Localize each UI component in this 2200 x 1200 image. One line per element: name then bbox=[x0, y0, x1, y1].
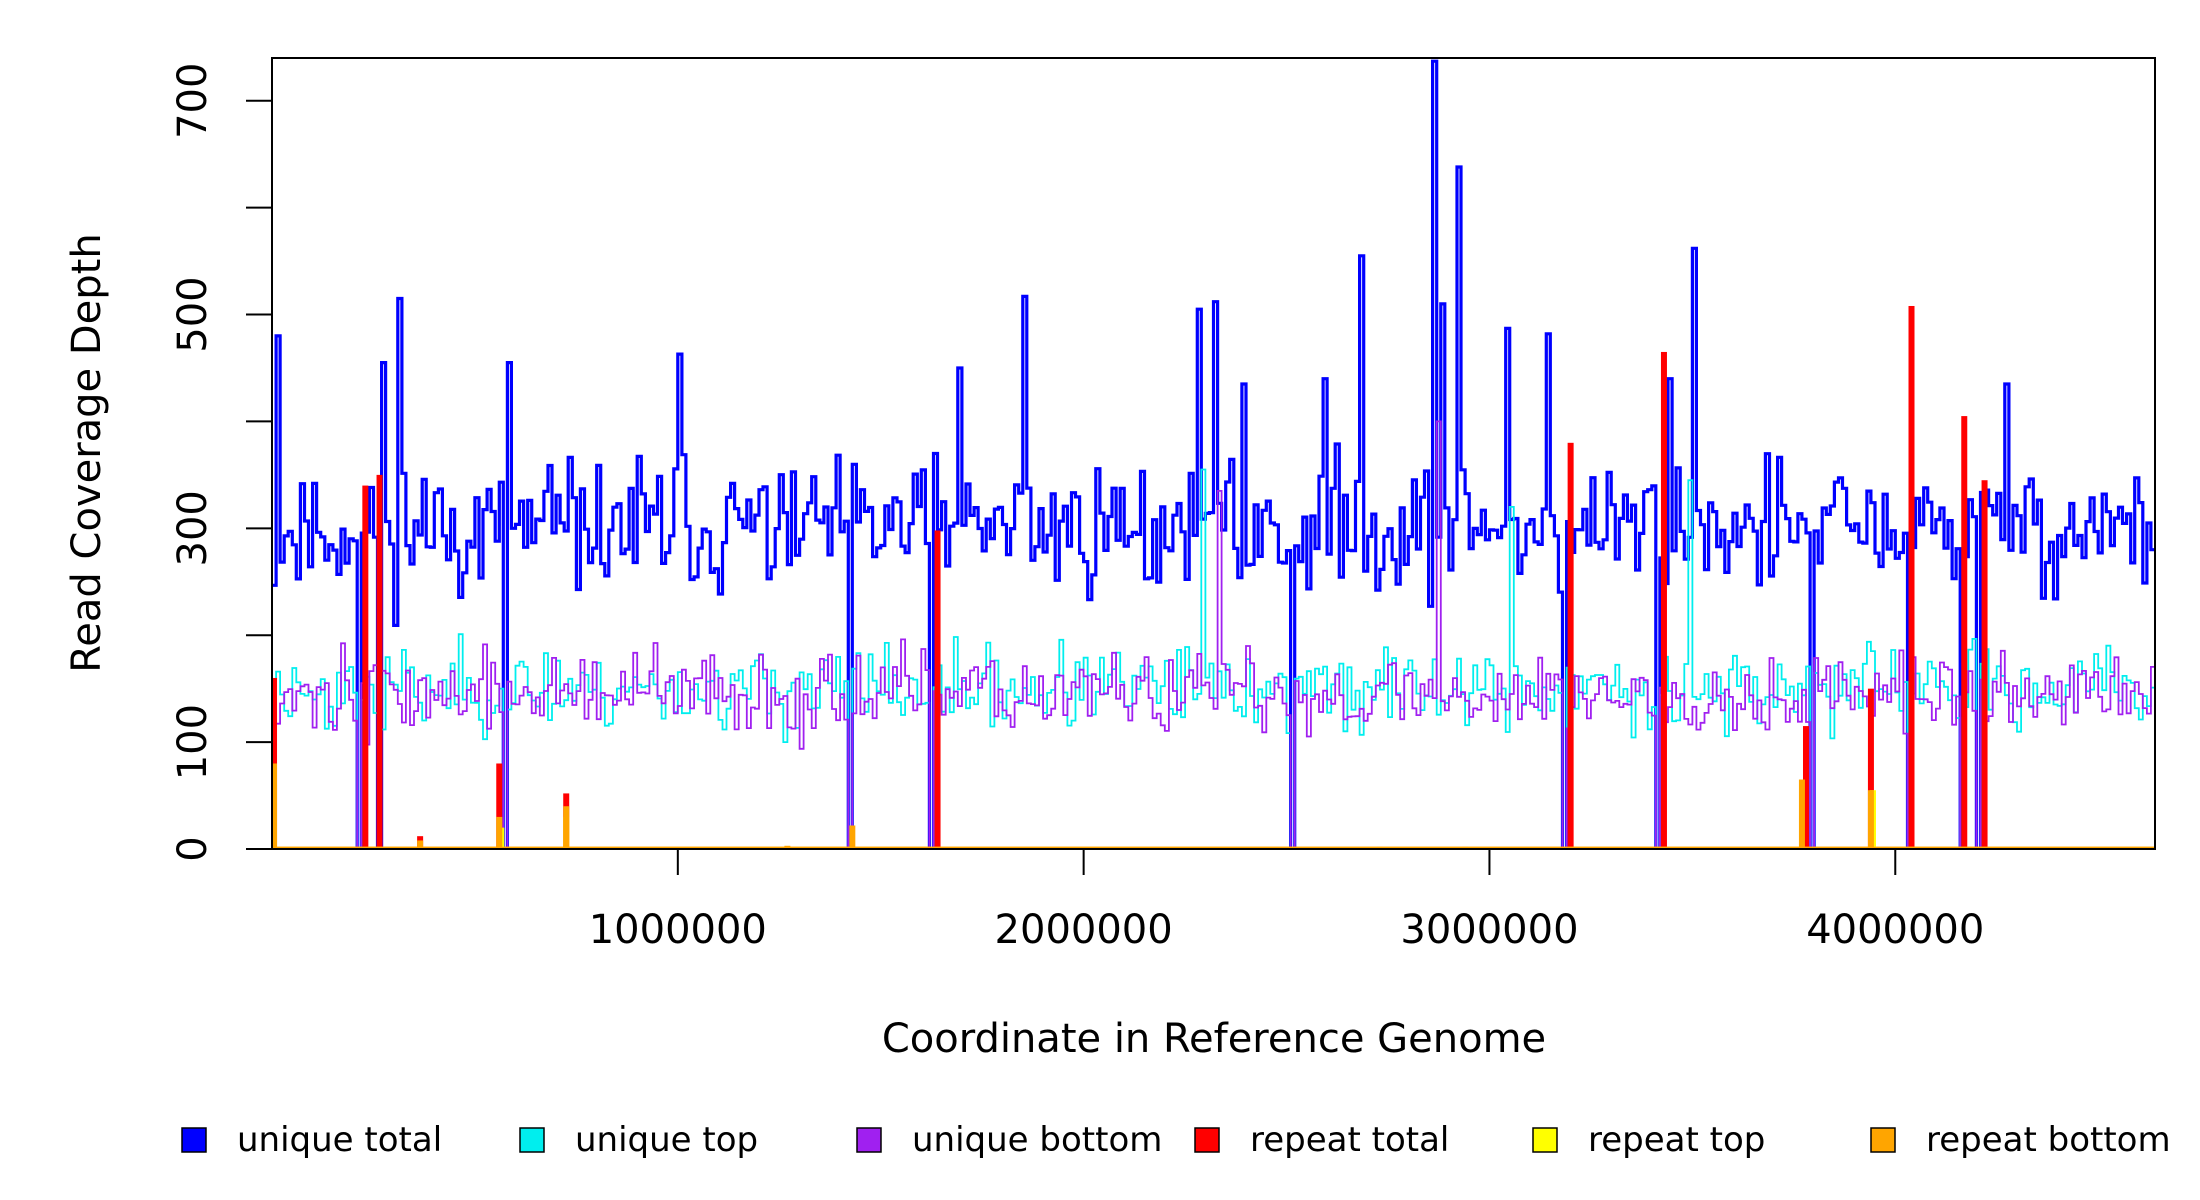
data-point bbox=[1981, 480, 1988, 849]
y-tick-label: 100 bbox=[170, 704, 216, 780]
x-tick-label: 1000000 bbox=[589, 907, 767, 953]
legend-label: repeat bottom bbox=[1926, 1120, 2171, 1160]
legend-item: unique total bbox=[181, 1120, 442, 1160]
data-point bbox=[362, 485, 369, 849]
data-point bbox=[1798, 779, 1805, 849]
legend-label: repeat total bbox=[1250, 1120, 1449, 1160]
legend-label: unique total bbox=[237, 1120, 442, 1160]
x-axis-label: Coordinate in Reference Genome bbox=[882, 1016, 1546, 1062]
series-unique-bottom bbox=[272, 420, 2155, 849]
series-line bbox=[272, 59, 2155, 849]
x-axis: 1000000 2000000 3000000 4000000 bbox=[589, 848, 1984, 953]
data-point bbox=[376, 474, 383, 849]
y-tick-label: 0 bbox=[170, 836, 216, 861]
data-point bbox=[1908, 305, 1915, 849]
legend-label: unique top bbox=[575, 1120, 758, 1160]
data-point bbox=[1462, 846, 1469, 849]
y-tick-label: 700 bbox=[170, 63, 216, 139]
x-tick-label: 3000000 bbox=[1400, 907, 1578, 953]
legend-swatch bbox=[181, 1127, 207, 1153]
data-point bbox=[272, 763, 278, 849]
data-point bbox=[417, 840, 424, 849]
data-point bbox=[1660, 351, 1667, 849]
series-line bbox=[272, 420, 2155, 849]
series-unique-total bbox=[272, 59, 2155, 849]
data-point bbox=[496, 816, 503, 849]
y-axis: 0 100 300 500 700 bbox=[170, 63, 273, 862]
data-point bbox=[934, 530, 941, 849]
y-tick-label: 500 bbox=[170, 276, 216, 352]
x-tick-label: 2000000 bbox=[995, 907, 1173, 953]
data-point bbox=[563, 806, 570, 849]
data-point bbox=[784, 845, 791, 849]
legend-item: repeat top bbox=[1532, 1120, 1765, 1160]
legend-swatch bbox=[1532, 1127, 1558, 1153]
legend-item: repeat bottom bbox=[1870, 1120, 2171, 1160]
legend-item: unique bottom bbox=[856, 1120, 1162, 1160]
data-point bbox=[1961, 416, 1968, 849]
data-point bbox=[849, 825, 856, 849]
y-axis-label: Read Coverage Depth bbox=[64, 233, 110, 672]
legend-swatch bbox=[1194, 1127, 1220, 1153]
data-point bbox=[496, 763, 503, 849]
y-tick-label: 300 bbox=[170, 490, 216, 566]
legend-swatch bbox=[856, 1127, 882, 1153]
legend-label: repeat top bbox=[1588, 1120, 1765, 1160]
legend: unique total unique top unique bottom repea… bbox=[181, 1120, 2171, 1160]
x-tick-label: 4000000 bbox=[1806, 907, 1984, 953]
data-point bbox=[1867, 790, 1874, 849]
data-point bbox=[1567, 442, 1574, 849]
data-point bbox=[1802, 726, 1809, 849]
data-point bbox=[272, 677, 278, 849]
data-point bbox=[1867, 688, 1874, 849]
data-point bbox=[1376, 846, 1383, 849]
legend-item: repeat total bbox=[1194, 1120, 1449, 1160]
legend-swatch bbox=[1870, 1127, 1896, 1153]
legend-label: unique bottom bbox=[912, 1120, 1162, 1160]
legend-swatch bbox=[519, 1127, 545, 1153]
series-layer bbox=[272, 59, 2155, 849]
legend-item: unique top bbox=[519, 1120, 758, 1160]
